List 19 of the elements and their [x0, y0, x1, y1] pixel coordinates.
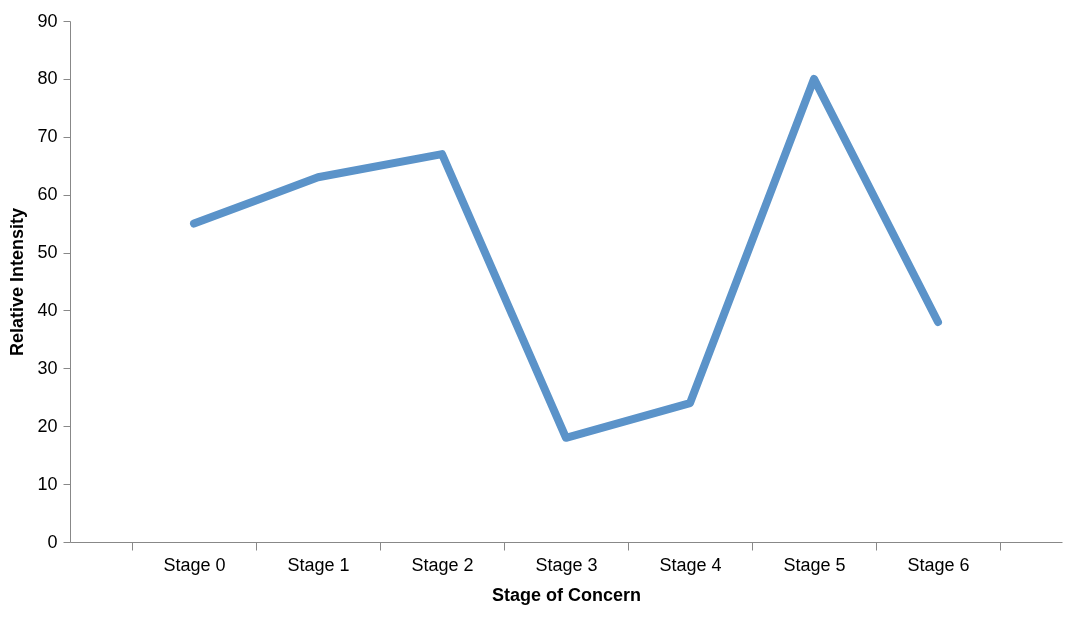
y-tick-label: 70: [37, 126, 58, 147]
y-tick-label: 90: [37, 10, 58, 31]
y-tick-label: 0: [47, 531, 58, 552]
y-tick-label: 10: [37, 473, 58, 494]
y-axis-title: Relative Intensity: [7, 207, 28, 357]
x-axis-title: Stage of Concern: [491, 584, 642, 605]
x-tick-label: Stage 2: [411, 554, 474, 575]
x-tick-label: Stage 4: [659, 554, 722, 575]
x-tick-label: Stage 3: [535, 554, 598, 575]
y-tick-label: 60: [37, 184, 58, 205]
x-tick-label: Stage 6: [907, 554, 970, 575]
y-tick-label: 80: [37, 68, 58, 89]
y-tick-label: 50: [37, 242, 58, 263]
x-tick-label: Stage 5: [783, 554, 846, 575]
x-tick-label: Stage 1: [287, 554, 350, 575]
y-tick-label: 20: [37, 415, 58, 436]
y-tick-label: 40: [37, 299, 58, 320]
x-tick-label: Stage 0: [163, 554, 226, 575]
y-tick-label: 30: [37, 357, 58, 378]
